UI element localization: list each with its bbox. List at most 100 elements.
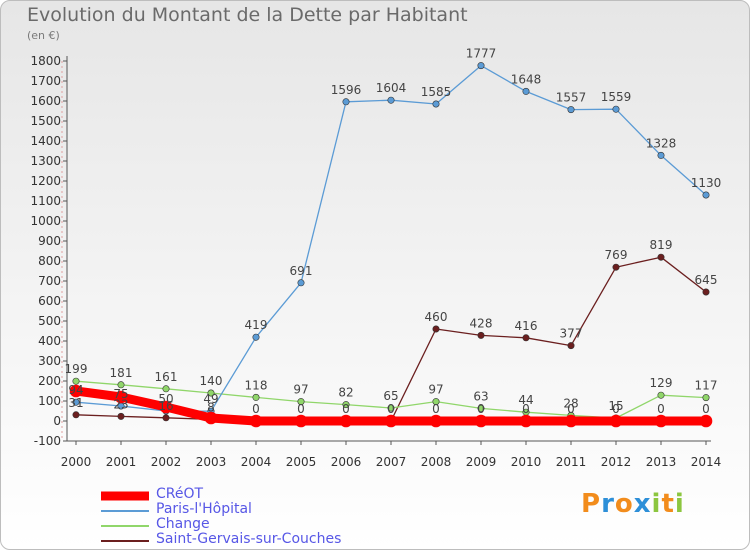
- data-label: 0: [522, 402, 530, 416]
- y-tick-label: 1600: [30, 94, 61, 108]
- x-tick-label: 2013: [646, 455, 677, 469]
- data-point: [567, 342, 575, 350]
- data-label: 1130: [691, 176, 722, 190]
- data-point: [387, 96, 395, 104]
- data-label: 0: [342, 402, 350, 416]
- data-point: [657, 151, 665, 159]
- data-label: 28: [563, 396, 578, 410]
- data-label: 1559: [601, 90, 632, 104]
- data-label: 31: [68, 396, 83, 410]
- data-label: 0: [252, 402, 260, 416]
- y-axis: -100 0 100 200 300 400 500 600 700 800 900 1000 1100…: [30, 54, 68, 448]
- data-label: 118: [245, 378, 268, 392]
- data-point: [159, 400, 173, 414]
- x-tick-label: 2008: [421, 455, 452, 469]
- x-tick-label: 2010: [511, 455, 542, 469]
- legend-swatch: [101, 491, 149, 500]
- data-point: [429, 414, 443, 428]
- data-point: [249, 414, 263, 428]
- data-point: [657, 253, 665, 261]
- data-label: 819: [650, 238, 673, 252]
- data-label: 645: [695, 273, 718, 287]
- data-label: 769: [605, 248, 628, 262]
- y-tick-label: 1500: [30, 114, 61, 128]
- y-tick-label: 1200: [30, 174, 61, 188]
- data-label: 0: [477, 402, 485, 416]
- data-point: [612, 263, 620, 271]
- data-label: 97: [428, 383, 443, 397]
- data-label: 0: [297, 402, 305, 416]
- data-point: [609, 414, 623, 428]
- y-tick-label: 1700: [30, 74, 61, 88]
- brand-letter: i: [674, 489, 685, 519]
- x-tick-label: 2002: [151, 455, 182, 469]
- data-label: 1604: [376, 81, 407, 95]
- data-point: [432, 398, 440, 406]
- brand-letter: t: [661, 489, 675, 519]
- data-point: [384, 414, 398, 428]
- data-point: [477, 62, 485, 70]
- chart-title: Evolution du Montant de la Dette par Hab…: [27, 4, 468, 26]
- data-label: 49: [203, 392, 218, 406]
- data-label: 0: [702, 402, 710, 416]
- brand-letter: i: [651, 489, 662, 519]
- data-point: [342, 98, 350, 106]
- data-label: 1777: [466, 47, 497, 61]
- data-point: [117, 412, 125, 420]
- data-label: 65: [383, 389, 398, 403]
- x-tick-label: 2007: [376, 455, 407, 469]
- data-label: 0: [432, 402, 440, 416]
- data-label: 82: [338, 386, 353, 400]
- data-point: [564, 414, 578, 428]
- data-label: 8: [207, 400, 215, 414]
- brand-letter: P: [581, 489, 602, 519]
- data-label: 16: [158, 399, 173, 413]
- data-point: [204, 411, 218, 425]
- data-point: [522, 334, 530, 342]
- data-label: 75: [113, 387, 128, 401]
- y-tick-label: 1100: [30, 194, 61, 208]
- data-point: [72, 398, 80, 406]
- data-label: 691: [290, 264, 313, 278]
- data-label: 419: [245, 318, 268, 332]
- data-label: 1557: [556, 91, 587, 105]
- y-tick-label: 1400: [30, 134, 61, 148]
- data-label: 0: [387, 402, 395, 416]
- x-tick-label: 2012: [601, 455, 632, 469]
- data-labels: 0 0 0 0 0 0 0 0 0 0 0 94 75 50 49 419 691 1596 1604 1585 177…: [65, 47, 722, 416]
- data-label: 23: [113, 397, 128, 411]
- data-point: [342, 401, 350, 409]
- data-label: 1596: [331, 83, 362, 97]
- data-point: [477, 331, 485, 339]
- data-point: [522, 87, 530, 95]
- x-tick-label: 2005: [286, 455, 317, 469]
- data-point: [297, 279, 305, 287]
- data-point: [432, 325, 440, 333]
- data-label: 140: [200, 374, 223, 388]
- data-point: [69, 384, 83, 398]
- y-tick-label: 600: [38, 294, 61, 308]
- data-label: 1328: [646, 136, 677, 150]
- data-label: 97: [293, 383, 308, 397]
- data-label: 129: [650, 376, 673, 390]
- data-point: [114, 390, 128, 404]
- data-point: [297, 398, 305, 406]
- data-label: 181: [110, 366, 133, 380]
- series-line-1: [75, 64, 707, 412]
- data-label: 377: [560, 327, 583, 341]
- data-point: [162, 414, 170, 422]
- data-label: 63: [473, 389, 488, 403]
- data-point: [702, 191, 710, 199]
- data-point: [474, 414, 488, 428]
- data-label: 0: [567, 402, 575, 416]
- data-point: [654, 414, 668, 428]
- data-point: [162, 385, 170, 393]
- data-point: [207, 389, 215, 397]
- brand-letter: r: [601, 489, 615, 519]
- data-label: 0: [612, 402, 620, 416]
- data-point: [72, 411, 80, 419]
- y-tick-label: 1800: [30, 54, 61, 68]
- y-tick-label: 500: [38, 314, 61, 328]
- data-label: 1585: [421, 85, 452, 99]
